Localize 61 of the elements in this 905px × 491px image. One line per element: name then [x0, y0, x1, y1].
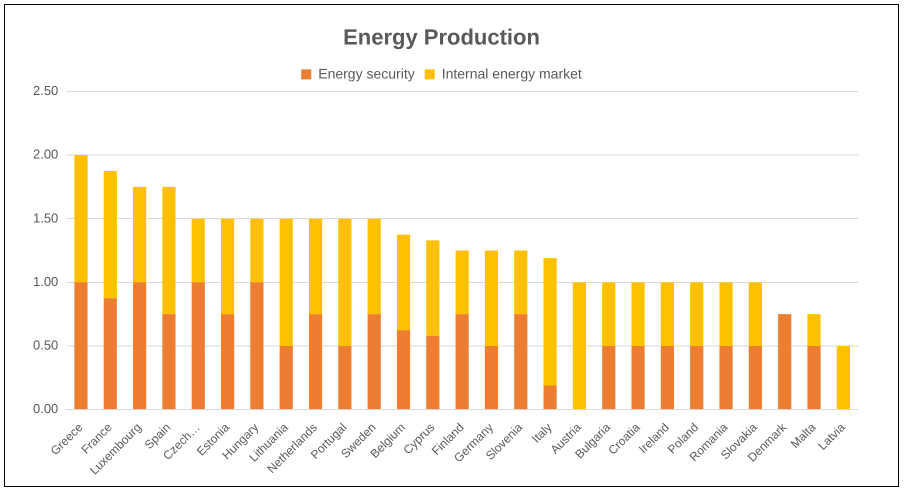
bar — [778, 314, 792, 410]
bar — [660, 282, 674, 346]
bar — [544, 258, 557, 386]
y-tick-label: 1.50 — [32, 210, 58, 226]
y-tick-label: 1.00 — [32, 274, 58, 289]
bar — [426, 336, 440, 410]
bar — [602, 282, 616, 346]
x-tick-label: Italy — [529, 420, 555, 446]
legend-label: Internal energy market — [442, 65, 582, 82]
bar — [162, 314, 176, 410]
y-tick-label: 0.00 — [32, 401, 58, 416]
bar — [280, 218, 293, 346]
bar — [220, 314, 234, 410]
bar — [484, 346, 498, 410]
bar — [719, 282, 733, 346]
bar — [192, 282, 205, 410]
bar — [162, 186, 176, 314]
bar — [133, 282, 146, 410]
y-tick-label: 2.00 — [32, 146, 58, 162]
bar — [456, 250, 469, 314]
bar — [133, 186, 146, 282]
bar — [74, 282, 88, 410]
y-tick-label: 0.50 — [32, 338, 58, 353]
bar — [220, 218, 234, 314]
bar — [426, 240, 440, 336]
bar — [104, 298, 117, 410]
bar — [660, 346, 674, 410]
bar — [456, 314, 469, 410]
bar — [338, 218, 352, 346]
bar — [631, 282, 645, 346]
chart-title: Energy Production — [343, 24, 540, 50]
bar — [631, 346, 645, 410]
bar — [308, 218, 322, 314]
bar — [807, 314, 821, 346]
bar — [690, 282, 704, 346]
legend-label: Energy security — [318, 65, 415, 82]
bar — [396, 330, 410, 410]
bar — [484, 250, 498, 346]
bar — [748, 346, 762, 410]
bar — [308, 314, 322, 410]
bar — [514, 314, 528, 410]
bar — [338, 346, 352, 410]
bar — [807, 346, 821, 410]
bar — [104, 170, 117, 298]
bar — [544, 385, 557, 410]
y-tick-label: 2.50 — [32, 82, 58, 98]
bar — [250, 218, 264, 282]
bar — [748, 282, 762, 346]
bar — [368, 314, 381, 410]
bar — [602, 346, 616, 410]
bar — [572, 282, 586, 410]
bar — [192, 218, 205, 282]
bar — [514, 250, 528, 314]
bar — [368, 218, 381, 314]
bar — [836, 346, 850, 410]
bar — [690, 346, 704, 410]
bar — [396, 234, 410, 330]
bar — [719, 346, 733, 410]
bar — [74, 155, 88, 282]
bar — [280, 346, 293, 410]
bar — [250, 282, 264, 410]
